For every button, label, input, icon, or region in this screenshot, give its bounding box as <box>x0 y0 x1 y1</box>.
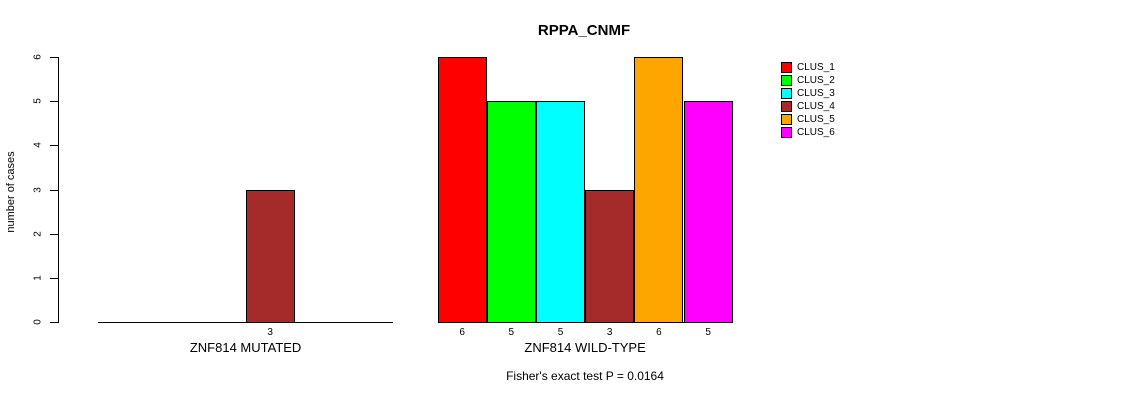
y-tick <box>50 277 58 279</box>
chart-title: RPPA_CNMF <box>537 22 631 39</box>
bar-clus_2 <box>486 101 536 323</box>
bar-value-label: 6 <box>656 327 662 338</box>
legend-label: CLUS_1 <box>797 62 835 73</box>
legend-entry: CLUS_1 <box>781 62 835 73</box>
legend-label: CLUS_6 <box>797 127 835 138</box>
y-tick-label: 4 <box>32 142 44 149</box>
legend-swatch <box>781 88 792 99</box>
legend-label: CLUS_3 <box>797 88 835 99</box>
legend-swatch <box>781 101 792 112</box>
legend-swatch <box>781 127 792 138</box>
group-label: ZNF814 MUTATED <box>189 340 302 355</box>
legend-label: CLUS_5 <box>797 114 835 125</box>
bar-clus_3 <box>535 101 586 323</box>
y-tick-label: 5 <box>32 98 44 104</box>
bar-value-label: 3 <box>606 327 613 338</box>
legend-swatch <box>781 62 792 73</box>
bar-value-label: 6 <box>459 327 465 338</box>
legend-entry: CLUS_4 <box>781 101 835 112</box>
y-axis-line <box>58 57 59 323</box>
legend-entry: CLUS_5 <box>781 114 835 125</box>
bar-clus_6 <box>683 101 733 323</box>
bar-value-label: 5 <box>557 327 564 338</box>
legend-entry: CLUS_2 <box>781 75 835 86</box>
y-tick-label: 0 <box>32 319 44 325</box>
y-tick <box>50 233 58 235</box>
bar-value-label: 5 <box>508 327 515 338</box>
y-tick-label: 1 <box>32 275 44 281</box>
group-label: ZNF814 WILD-TYPE <box>524 340 646 355</box>
fisher-test-annotation: Fisher's exact test P = 0.0164 <box>506 369 664 383</box>
y-tick <box>50 101 58 103</box>
legend-label: CLUS_2 <box>797 75 835 86</box>
legend-swatch <box>781 75 792 86</box>
y-tick <box>50 57 58 58</box>
legend-label: CLUS_4 <box>797 101 835 112</box>
bar-value-label: 3 <box>267 327 273 338</box>
y-tick-label: 3 <box>32 186 44 193</box>
y-tick <box>50 145 58 147</box>
y-tick <box>50 322 58 323</box>
legend-swatch <box>781 114 792 125</box>
legend: CLUS_1 CLUS_2 CLUS_3 CLUS_4 CLUS_5 CLUS_6 <box>781 62 835 138</box>
legend-entry: CLUS_3 <box>781 88 835 99</box>
bar-clus_5 <box>634 57 684 323</box>
legend-entry: CLUS_6 <box>781 127 835 138</box>
bar-clus_1 <box>437 57 487 323</box>
y-tick-label: 6 <box>32 54 44 60</box>
bar-clus_4 <box>245 189 295 323</box>
bar-clus_4 <box>585 189 635 323</box>
y-axis-label: number of cases <box>5 151 17 233</box>
y-tick-label: 2 <box>32 230 44 237</box>
y-tick <box>50 189 58 191</box>
bar-value-label: 5 <box>705 327 711 338</box>
